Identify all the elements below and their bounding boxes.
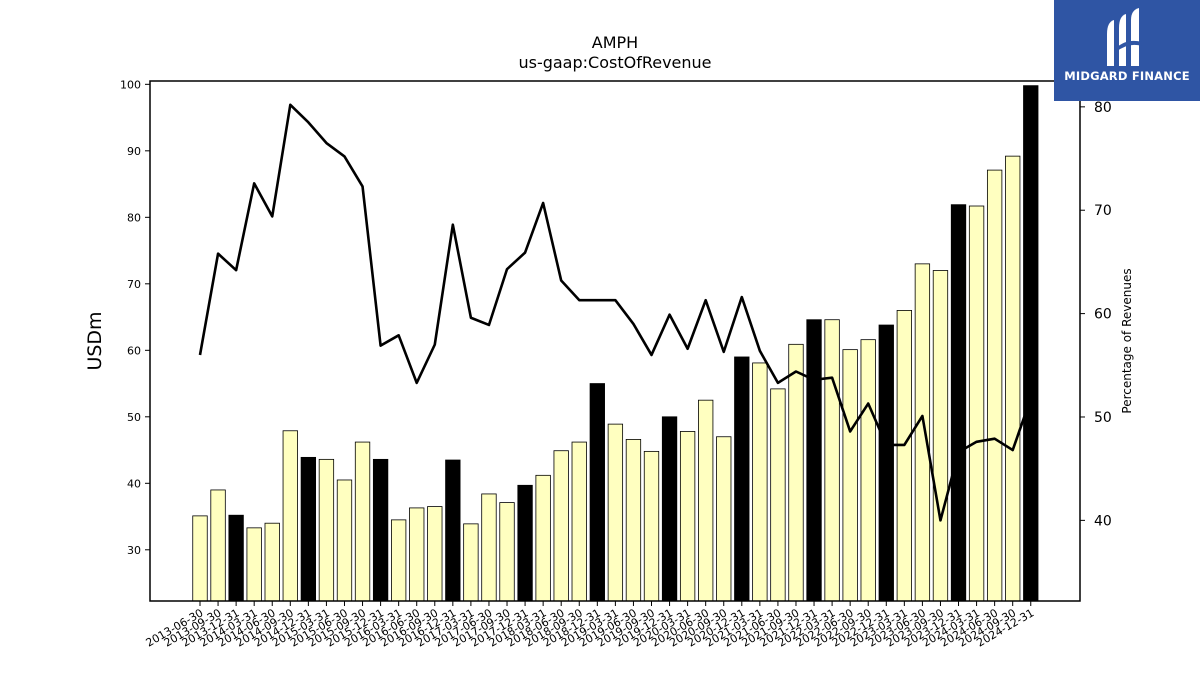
bar-2016-12-31 (445, 459, 461, 602)
y-axis-label: USDm (84, 311, 106, 370)
x-ticks: 2013-06-302013-09-302013-12-312014-03-31… (144, 601, 1036, 650)
bar-2024-03-31 (968, 205, 985, 602)
bar-2023-09-30 (932, 270, 949, 602)
percentage-line (198, 103, 1032, 522)
bar-2018-12-31 (589, 383, 605, 602)
y-tick-label: 30 (127, 544, 141, 557)
bar-2014-09-30 (282, 430, 298, 602)
y2-tick-label: 70 (1094, 203, 1112, 219)
bar-2019-06-30 (625, 439, 642, 602)
bar-2014-12-31 (300, 456, 317, 602)
bar-2022-06-30 (842, 349, 858, 602)
y-tick-label: 100 (120, 78, 141, 91)
bar-2013-09-30 (210, 489, 226, 602)
y2-tick-label: 50 (1094, 410, 1112, 426)
bar-2023-06-30 (914, 263, 931, 602)
bar-2019-09-30 (643, 450, 660, 602)
bar-2016-09-30 (427, 506, 443, 602)
y-tick-label: 80 (127, 211, 141, 224)
bar-2017-03-31 (463, 523, 479, 602)
bar-2020-03-31 (679, 431, 696, 602)
bar-2022-12-31 (878, 324, 894, 602)
bar-2016-06-30 (409, 507, 425, 602)
bar-2018-09-30 (571, 441, 587, 602)
y2-ticks: 40 50 60 70 80 (1080, 100, 1112, 529)
y-tick-label: 90 (127, 145, 141, 158)
bar-2014-06-30 (264, 522, 280, 602)
bar-2017-09-30 (499, 502, 515, 602)
bar-2020-06-30 (698, 399, 714, 602)
bar-2024-09-30 (1005, 155, 1021, 602)
y2-tick-label: 60 (1094, 307, 1112, 323)
bar-2015-09-30 (354, 441, 371, 602)
bar-2018-06-30 (553, 450, 569, 602)
logo-mark-icon (1107, 8, 1142, 66)
bar-2021-12-31 (806, 319, 822, 602)
bar-2013-06-30 (192, 515, 208, 602)
bar-2024-12-31 (1023, 85, 1039, 602)
y-tick-label: 70 (127, 278, 141, 291)
bar-2021-09-30 (788, 343, 804, 602)
bar-2015-03-31 (318, 458, 335, 602)
bar-2021-06-30 (770, 388, 786, 602)
bar-2015-12-31 (372, 458, 389, 602)
line-layer (198, 103, 1032, 522)
bar-2024-06-30 (986, 169, 1003, 602)
y2-tick-label: 80 (1094, 100, 1112, 116)
bar-2023-12-31 (950, 204, 967, 602)
y-tick-label: 50 (127, 411, 141, 424)
bar-2020-12-31 (734, 356, 750, 602)
y-tick-label: 60 (127, 344, 141, 357)
y2-tick-label: 40 (1094, 513, 1112, 529)
bars-layer (192, 85, 1039, 602)
bar-2020-09-30 (716, 436, 732, 602)
bar-2019-03-31 (607, 423, 624, 602)
bar-2015-06-30 (336, 479, 353, 602)
bar-2022-09-30 (860, 339, 876, 602)
chart-subtitle: us-gaap:CostOfRevenue (518, 53, 711, 72)
bar-2014-03-31 (246, 527, 262, 602)
logo-text: MIDGARD FINANCE (1064, 69, 1190, 83)
y-tick-label: 40 (127, 477, 141, 490)
chart-title: AMPH (592, 33, 638, 52)
y-ticks: 30 40 50 60 70 80 90 100 (120, 78, 150, 557)
bar-2021-03-31 (752, 362, 768, 602)
bar-2019-12-31 (661, 416, 678, 602)
brand-logo: MIDGARD FINANCE (1054, 0, 1200, 101)
y2-axis-label: Percentage of Revenues (1120, 268, 1134, 413)
bar-2018-03-31 (535, 474, 551, 602)
bar-2017-12-31 (517, 484, 533, 602)
bar-2016-03-31 (391, 519, 407, 602)
bar-2023-03-31 (896, 310, 912, 602)
bar-2017-06-30 (481, 493, 497, 602)
bar-2022-03-31 (824, 319, 840, 602)
bar-2013-12-31 (228, 514, 244, 602)
